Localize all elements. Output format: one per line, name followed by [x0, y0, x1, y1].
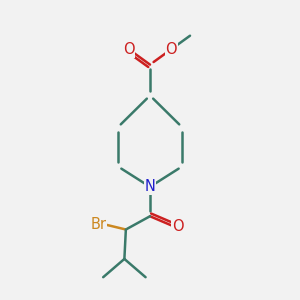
- Text: O: O: [172, 219, 184, 234]
- Text: Br: Br: [91, 217, 106, 232]
- Text: O: O: [165, 42, 177, 57]
- Text: N: N: [145, 179, 155, 194]
- Text: O: O: [123, 42, 135, 57]
